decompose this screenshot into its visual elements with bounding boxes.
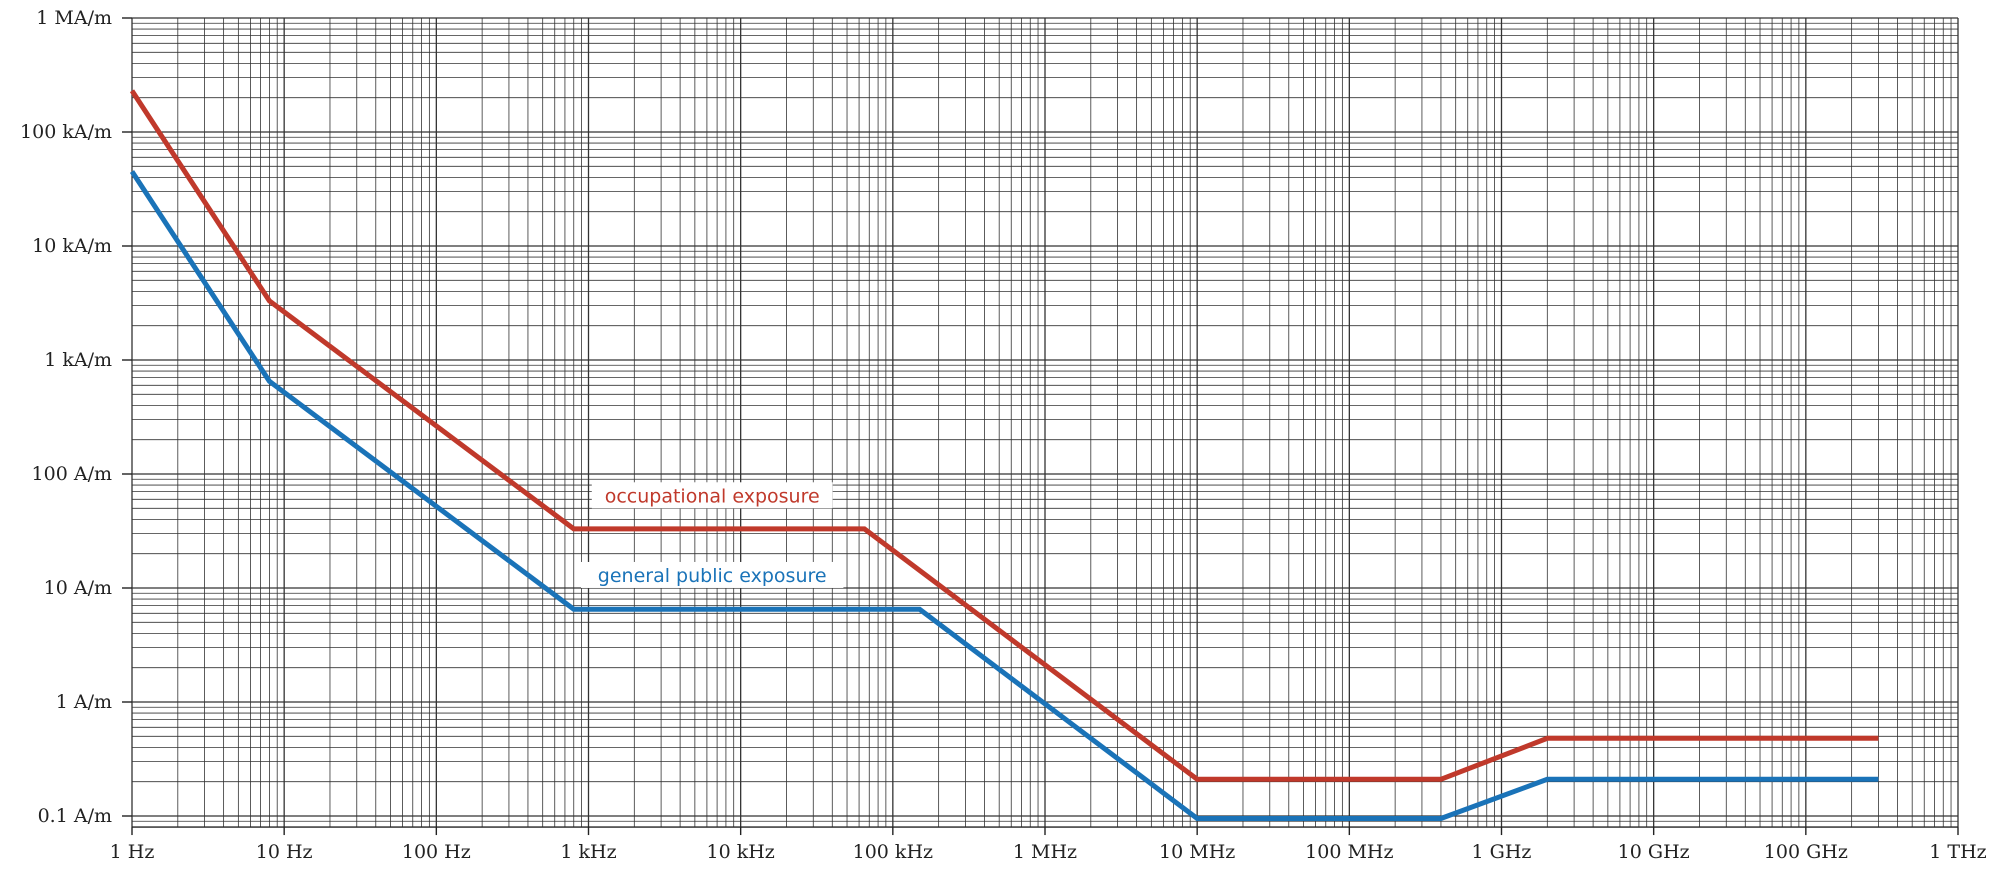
y-tick-label: 1 kA/m (44, 349, 112, 371)
x-tick-label: 10 MHz (1159, 841, 1235, 863)
y-tick-label: 10 kA/m (32, 235, 112, 257)
x-tick-label: 1 kHz (560, 841, 616, 863)
x-tick-label: 100 Hz (402, 841, 471, 863)
x-tick-label: 1 Hz (110, 841, 155, 863)
series-label-occupational: occupational exposure (605, 485, 820, 507)
y-tick-label: 1 A/m (56, 691, 112, 713)
x-tick-label: 1 THz (1929, 841, 1986, 863)
x-tick-label: 100 GHz (1764, 841, 1848, 863)
series-label-background (591, 482, 833, 509)
labels: 1 Hz 10 Hz 100 Hz 1 kHz 10 kHz 100 kHz 1 MHz 10… (20, 7, 1987, 863)
series-label-general-public: general public exposure (598, 565, 827, 587)
y-tick-label: 10 A/m (44, 577, 112, 599)
x-tick-label: 100 MHz (1305, 841, 1393, 863)
series-label-background (580, 561, 844, 588)
y-tick-label: 100 A/m (32, 463, 112, 485)
y-tick-label: 1 MA/m (36, 7, 112, 29)
series-line-general-public (129, 170, 1879, 821)
series-line-occupational (129, 89, 1879, 782)
grid (122, 17, 1959, 836)
x-tick-label: 100 kHz (853, 841, 933, 863)
series-lines (129, 89, 1879, 821)
y-tick-label: 0.1 A/m (38, 805, 112, 827)
x-tick-label: 10 kHz (707, 841, 775, 863)
x-tick-label: 1 GHz (1472, 841, 1532, 863)
x-tick-label: 1 MHz (1013, 841, 1077, 863)
x-tick-label: 10 Hz (256, 841, 313, 863)
x-tick-label: 10 GHz (1618, 841, 1690, 863)
y-tick-label: 100 kA/m (20, 121, 112, 143)
